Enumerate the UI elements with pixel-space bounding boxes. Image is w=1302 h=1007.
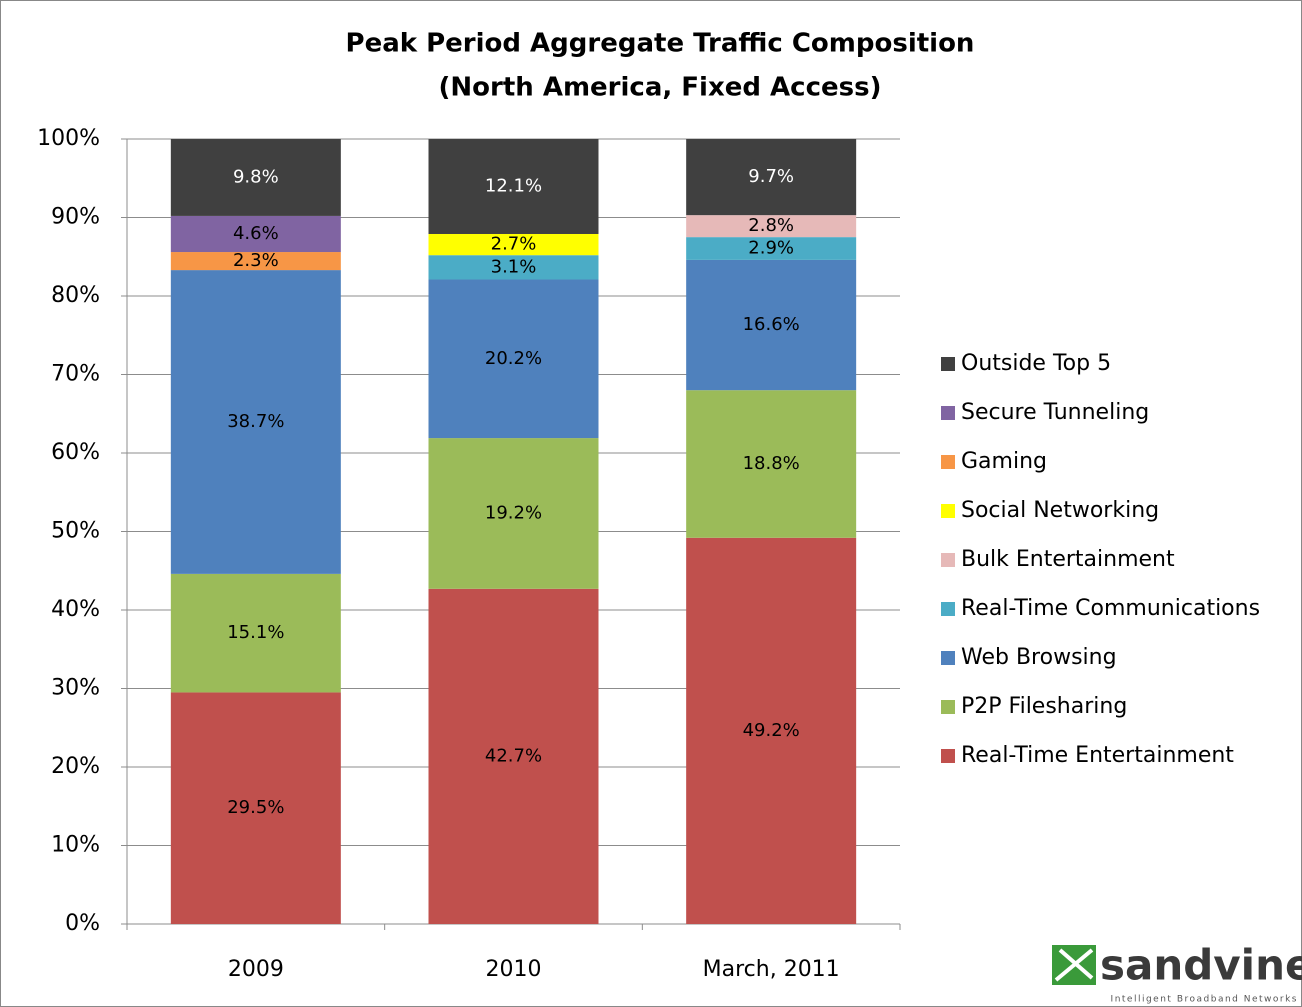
data-label: 18.8% (743, 453, 800, 474)
y-tick-label: 60% (51, 440, 100, 465)
legend-swatch (941, 749, 955, 763)
data-label: 9.7% (748, 166, 794, 187)
bar-segment (686, 537, 857, 924)
legend-swatch (941, 700, 955, 714)
bar-segment (686, 215, 857, 238)
data-label: 9.8% (233, 166, 279, 187)
data-label: 2.7% (491, 234, 537, 255)
chart-subtitle: (North America, Fixed Access) (439, 73, 882, 103)
legend-label: Outside Top 5 (961, 351, 1111, 376)
bar-segment (686, 237, 857, 260)
y-tick-label: 10% (51, 833, 100, 858)
legend-swatch (941, 504, 955, 518)
legend-swatch (941, 651, 955, 665)
logo: sandvine Intelligent Broadband Networks (1052, 941, 1302, 1005)
data-label: 2.9% (748, 238, 794, 259)
logo-name: sandvine (1100, 941, 1302, 990)
y-tick-label: 40% (51, 597, 100, 622)
data-label: 16.6% (743, 314, 800, 335)
x-tick-label: 2010 (486, 957, 542, 982)
legend-swatch (941, 553, 955, 567)
data-label: 29.5% (227, 797, 284, 818)
data-label: 49.2% (743, 720, 800, 741)
legend-label: Secure Tunneling (961, 400, 1149, 425)
data-label: 2.8% (748, 215, 794, 236)
data-label: 2.3% (233, 250, 279, 271)
data-label: 20.2% (485, 348, 542, 369)
bar-segment (428, 139, 599, 234)
data-label: 12.1% (485, 175, 542, 196)
logo-icon-mark (1054, 948, 1094, 982)
bar-segment (170, 270, 341, 574)
chart-title: Peak Period Aggregate Traffic Compositio… (346, 29, 975, 59)
y-tick-label: 50% (51, 519, 100, 544)
y-tick-label: 20% (51, 754, 100, 779)
legend-swatch (941, 406, 955, 420)
legend-label: Bulk Entertainment (961, 547, 1175, 572)
y-tick-label: 30% (51, 676, 100, 701)
x-tick-label: 2009 (228, 957, 284, 982)
legend-label: Real-Time Communications (961, 596, 1260, 621)
y-tick-label: 80% (51, 283, 100, 308)
legend-label: P2P Filesharing (961, 694, 1127, 719)
data-label: 19.2% (485, 502, 542, 523)
y-tick-label: 70% (51, 362, 100, 387)
y-tick-label: 100% (37, 126, 100, 151)
legend-swatch (941, 455, 955, 469)
data-label: 15.1% (227, 622, 284, 643)
bar-segment (428, 255, 599, 280)
bar-segment (170, 139, 341, 216)
legend-swatch (941, 357, 955, 371)
legend-label: Web Browsing (961, 645, 1117, 670)
bar-segment (170, 215, 341, 253)
bar-segment (170, 252, 341, 271)
bar-segment (428, 438, 599, 589)
legend-swatch (941, 602, 955, 616)
legend-label: Social Networking (961, 498, 1159, 523)
bar-segment (428, 233, 599, 256)
y-tick-label: 90% (51, 205, 100, 230)
bar-segment (428, 588, 599, 924)
logo-tagline: Intelligent Broadband Networks (1111, 995, 1298, 1005)
legend-label: Real-Time Entertainment (961, 743, 1234, 768)
y-tick-label: 0% (65, 911, 100, 936)
data-label: 3.1% (491, 256, 537, 277)
x-tick-label: March, 2011 (703, 957, 840, 982)
bar-segment (170, 573, 341, 693)
data-label: 38.7% (227, 411, 284, 432)
legend-label: Gaming (961, 449, 1047, 474)
data-label: 42.7% (485, 745, 542, 766)
bar-segment (686, 390, 857, 538)
bar-segment (428, 279, 599, 439)
data-label: 4.6% (233, 223, 279, 244)
bar-segment (686, 259, 857, 391)
bar-segment (170, 692, 341, 924)
bar-segment (686, 139, 857, 216)
